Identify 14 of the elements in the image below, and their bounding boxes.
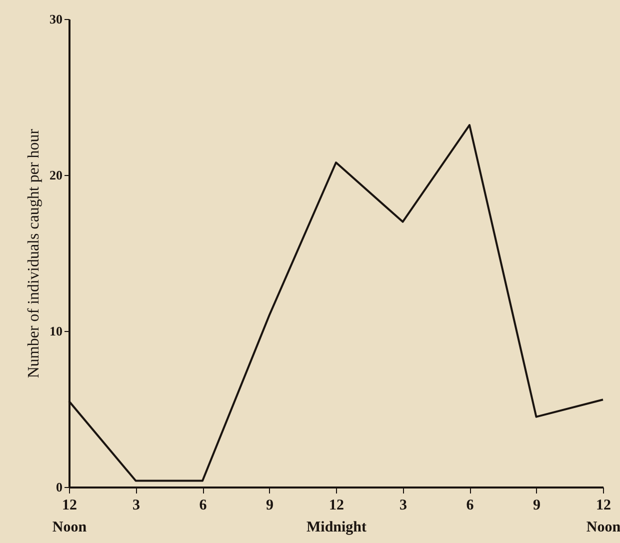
x-tick-label: 3 bbox=[400, 498, 407, 514]
y-tick-label: 30 bbox=[50, 12, 62, 26]
x-tick-label: 6 bbox=[199, 498, 208, 514]
x-tick-label: 12 Noon bbox=[586, 498, 620, 536]
y-tick-label: 20 bbox=[50, 168, 62, 182]
x-tick-label: 12 Noon bbox=[52, 498, 88, 536]
x-tick-label: 9 bbox=[266, 498, 274, 514]
x-tick-label: 3 bbox=[132, 498, 140, 514]
x-tick-label: 12 Midnight bbox=[306, 498, 367, 536]
y-axis-title: Number of individuals caught per hour bbox=[26, 128, 42, 378]
x-tick-label: 6 bbox=[466, 498, 474, 514]
y-tick-label: 0 bbox=[56, 480, 62, 494]
y-tick-label: 10 bbox=[50, 324, 62, 338]
x-tick-label: 9 bbox=[533, 498, 540, 514]
